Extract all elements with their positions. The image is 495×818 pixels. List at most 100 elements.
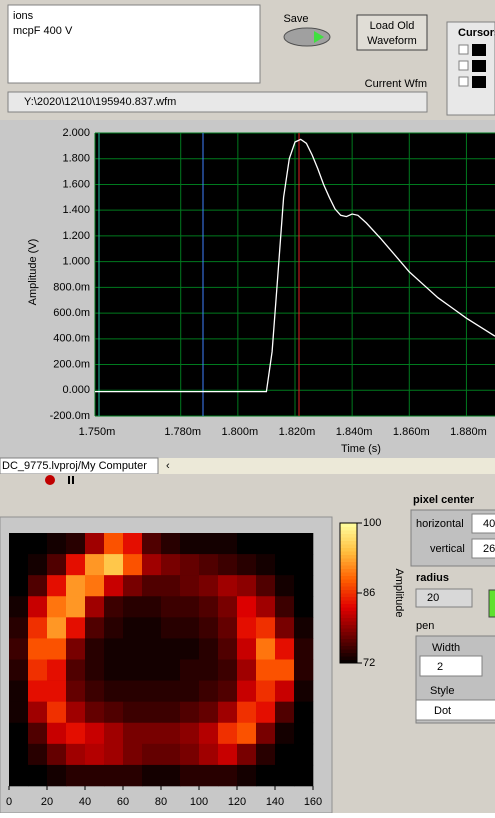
path-box[interactable]: [7, 91, 428, 113]
heat-cell: [161, 722, 181, 745]
heat-cell: [256, 596, 276, 618]
heat-cell: [104, 764, 124, 787]
heat-cell: [161, 596, 181, 618]
heat-cell: [256, 638, 276, 660]
heat-cell: [85, 659, 105, 681]
heat-cell: [47, 743, 67, 766]
heat-cell: [47, 617, 67, 639]
x-tick-label: 1.880m: [450, 426, 487, 438]
heat-cell: [123, 596, 143, 618]
heat-cell: [275, 722, 295, 745]
heat-cell: [218, 659, 238, 681]
heat-cell: [47, 638, 67, 660]
colorbar-segment: [340, 635, 357, 639]
heat-cell: [294, 680, 314, 702]
heat-cell: [142, 617, 162, 639]
y-tick-label: 1.800: [62, 153, 90, 165]
heat-cell: [199, 638, 219, 660]
y-tick-label: 800.0m: [53, 281, 90, 293]
led[interactable]: [488, 589, 495, 618]
style-select[interactable]: [415, 699, 495, 721]
heat-cell: [104, 554, 124, 576]
horizontal-input[interactable]: [471, 513, 495, 534]
pixel-center-label: pixel center: [413, 494, 475, 506]
expand-box[interactable]: [458, 60, 469, 71]
heat-cell: [161, 680, 181, 702]
heat-cell: [294, 554, 314, 576]
heat-cell: [237, 638, 257, 660]
colorbar-segment: [340, 631, 357, 636]
colorbar-segment: [340, 586, 357, 590]
heat-cell: [161, 554, 181, 576]
heat-cell: [161, 533, 181, 555]
heat-cell: [47, 575, 67, 597]
colorbar-segment: [340, 540, 357, 545]
heat-cell: [9, 743, 29, 766]
heat-cell: [199, 722, 219, 745]
heat-cell: [85, 680, 105, 702]
heat-cell: [237, 575, 257, 597]
comment-line: mcpF 400 V: [13, 25, 73, 37]
heat-cell: [237, 617, 257, 639]
heat-cell: [142, 533, 162, 555]
cursor-icon: [472, 76, 486, 88]
heat-cell: [180, 638, 200, 660]
x-tick-label: 20: [41, 796, 53, 808]
heat-cell: [104, 743, 124, 766]
heat-cell: [218, 617, 238, 639]
horizontal-value: 40: [483, 518, 495, 530]
heat-cell: [294, 638, 314, 660]
pause-icon[interactable]: [68, 476, 70, 484]
colorbar-segment: [340, 526, 357, 531]
pause-icon[interactable]: [72, 476, 74, 484]
heat-cell: [47, 596, 67, 618]
heat-cell: [9, 575, 29, 597]
heat-cell: [9, 680, 29, 702]
heat-cell: [256, 533, 276, 555]
heat-cell: [294, 764, 314, 787]
save-arrow: [314, 31, 324, 43]
scroll-arrow[interactable]: ‹: [166, 460, 170, 472]
colorbar-segment: [340, 575, 357, 580]
path-text: Y:\2020\12\10\195940.837.wfm: [24, 96, 176, 108]
heat-cell: [256, 617, 276, 639]
heat-cell: [66, 722, 86, 745]
x-tick-label: 0: [6, 796, 12, 808]
colorbar-segment: [340, 603, 357, 608]
heat-cell: [123, 554, 143, 576]
heat-cell: [180, 596, 200, 618]
expand-box[interactable]: [458, 44, 469, 55]
heat-cell: [294, 659, 314, 681]
project-tab-label: DC_9775.lvproj/My Computer: [2, 460, 147, 472]
heat-cell: [199, 680, 219, 702]
radius-input[interactable]: [415, 588, 473, 608]
x-axis-title: Time (s): [341, 443, 381, 455]
heat-cell: [123, 638, 143, 660]
heat-cell: [161, 701, 181, 724]
heat-cell: [28, 722, 48, 745]
expand-box[interactable]: [458, 76, 469, 87]
abort-icon[interactable]: [45, 475, 55, 485]
load-button[interactable]: [356, 14, 428, 51]
heat-cell: [28, 680, 48, 702]
save-button[interactable]: [283, 27, 331, 47]
x-tick-label: 140: [266, 796, 284, 808]
width-input[interactable]: [419, 655, 483, 677]
heat-cell: [142, 701, 162, 724]
heat-cell: [275, 701, 295, 724]
comment-box[interactable]: [7, 4, 261, 84]
vertical-input[interactable]: [471, 538, 495, 559]
colorbar-title: Amplitude: [393, 569, 405, 618]
heat-cell: [218, 533, 238, 555]
heat-cell: [85, 554, 105, 576]
colorbar-segment: [340, 607, 357, 611]
heat-cell: [161, 659, 181, 681]
heat-cell: [104, 575, 124, 597]
heat-cell: [47, 659, 67, 681]
heat-cell: [199, 554, 219, 576]
heat-cell: [123, 701, 143, 724]
heat-cell: [294, 533, 314, 555]
heat-cell: [256, 743, 276, 766]
heat-cell: [28, 743, 48, 766]
heat-cell: [237, 533, 257, 555]
